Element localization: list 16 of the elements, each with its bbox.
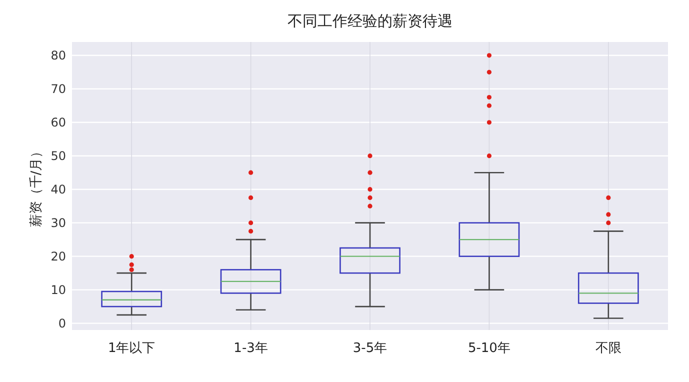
y-tick-label: 10 [50, 282, 66, 297]
x-tick-label: 5-10年 [468, 341, 510, 356]
y-tick-label: 80 [50, 48, 66, 62]
y-tick-label: 70 [50, 82, 66, 96]
y-tick-label: 60 [50, 115, 66, 130]
chart-title: 不同工作经验的薪资待遇 [288, 12, 452, 30]
y-tick-label: 0 [58, 316, 66, 330]
y-tick-label: 30 [50, 216, 66, 230]
x-tick-label: 不限 [595, 341, 622, 356]
y-axis-title: 薪资（千/月） [29, 144, 44, 228]
x-tick-label: 1年以下 [108, 341, 156, 356]
y-tick-label: 20 [50, 249, 66, 264]
y-tick-label: 50 [50, 148, 66, 163]
x-tick-label: 1-3年 [234, 341, 268, 356]
y-tick-label: 40 [50, 182, 66, 196]
x-tick-label: 3-5年 [352, 341, 388, 356]
